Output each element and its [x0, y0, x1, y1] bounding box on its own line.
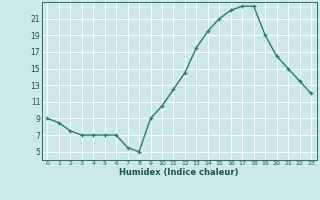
- X-axis label: Humidex (Indice chaleur): Humidex (Indice chaleur): [119, 168, 239, 177]
